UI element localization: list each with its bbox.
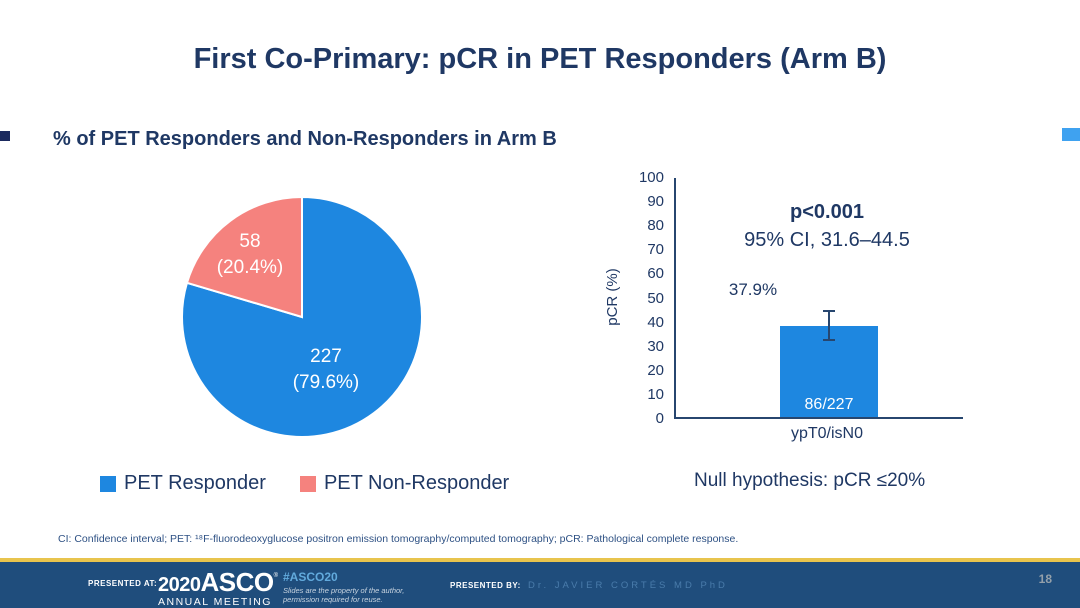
page-title: First Co-Primary: pCR in PET Responders … xyxy=(193,43,887,75)
bar-chart: pCR (%) 100 90 80 70 60 50 40 30 20 10 0 p<0.001 9… xyxy=(600,169,990,455)
bar: 86/227 xyxy=(780,325,878,417)
error-bar-line xyxy=(828,311,830,339)
presenter-name: Dr. JAVIER CORTÉS MD PhD xyxy=(528,580,728,591)
error-bar xyxy=(823,309,835,341)
permission-note: Slides are the property of the author, p… xyxy=(283,586,404,604)
asco-logo-trademark-icon: ® xyxy=(273,573,279,579)
pie-slice-pet-non-responder xyxy=(185,195,303,319)
y-tick-label: 80 xyxy=(647,217,664,235)
legend-label-non-responder: PET Non-Responder xyxy=(323,472,510,494)
pie-label-non-responder-percent: (20.4%) xyxy=(216,257,284,278)
footer-gold-line xyxy=(0,558,1080,562)
y-tick-label: 90 xyxy=(647,193,664,211)
hashtag: #ASCO20 xyxy=(283,570,338,584)
bar-inner-label: 86/227 xyxy=(804,396,854,413)
y-tick-label: 60 xyxy=(647,265,664,283)
footer: PRESENTED AT: 2020 ASCO ® ANNUAL MEETING #… xyxy=(0,558,1080,608)
y-tick-label: 30 xyxy=(647,337,664,355)
pie-label-responder-count: 227 xyxy=(310,346,342,367)
x-axis-category-label: ypT0/isN0 xyxy=(790,425,864,442)
pie-chart xyxy=(181,195,423,438)
permission-line1: Slides are the property of the author, xyxy=(283,586,405,595)
legend-swatch xyxy=(100,475,116,492)
pie-legend: PET Responder PET Non-Responder xyxy=(100,472,509,495)
y-tick-label: 50 xyxy=(647,289,664,307)
asco-logo-name: ASCO xyxy=(200,567,275,597)
bar-chart-annotations: p<0.001 95% CI, 31.6–44.5 xyxy=(702,198,952,254)
left-edge-accent xyxy=(0,131,10,141)
footnote: CI: Confidence interval; PET: ¹⁸F-fluoro… xyxy=(58,533,739,545)
page-number: 18 xyxy=(1038,572,1052,586)
y-tick-label: 0 xyxy=(655,410,664,427)
y-tick-label: 100 xyxy=(638,169,664,186)
legend-swatch xyxy=(299,475,316,492)
bar-chart-plot-area: 86/227 xyxy=(674,178,963,419)
pie-label-non-responder-count: 58 xyxy=(239,231,261,252)
legend-item-non-responder: PET Non-Responder xyxy=(299,472,510,495)
right-edge-accent xyxy=(1062,128,1080,141)
y-tick-label: 20 xyxy=(647,361,664,379)
presented-by-label: PRESENTED BY: xyxy=(450,581,521,590)
pie-slice-pet-responder xyxy=(181,195,423,438)
footer-bar: PRESENTED AT: 2020 ASCO ® ANNUAL MEETING #… xyxy=(0,562,1080,608)
p-value-label: p<0.001 xyxy=(790,201,864,223)
confidence-interval-label: 95% CI, 31.6–44.5 xyxy=(744,229,910,251)
presented-at-label: PRESENTED AT: xyxy=(88,579,158,588)
y-tick-label: 70 xyxy=(647,241,664,259)
y-tick-label: 40 xyxy=(647,313,664,331)
pie-label-responder-percent: (79.6%) xyxy=(292,372,360,393)
chart-subtitle: % of PET Responders and Non-Responders i… xyxy=(53,128,557,150)
asco-logo-year: 2020 xyxy=(158,574,201,596)
y-tick-label: 10 xyxy=(647,385,664,403)
pie-label-responder: 227 (79.6%) xyxy=(251,344,401,396)
asco-logo-subtitle: ANNUAL MEETING xyxy=(158,596,272,608)
asco-logo: 2020 ASCO ® ANNUAL MEETING xyxy=(158,567,278,608)
null-hypothesis-note: Null hypothesis: pCR ≤20% xyxy=(694,470,926,491)
legend-item-responder: PET Responder xyxy=(100,472,266,495)
bar-value-label: 37.9% xyxy=(728,279,778,299)
pie-label-non-responder: 58 (20.4%) xyxy=(175,229,325,281)
permission-line2: permission required for reuse. xyxy=(283,595,383,604)
legend-label-responder: PET Responder xyxy=(124,472,266,494)
